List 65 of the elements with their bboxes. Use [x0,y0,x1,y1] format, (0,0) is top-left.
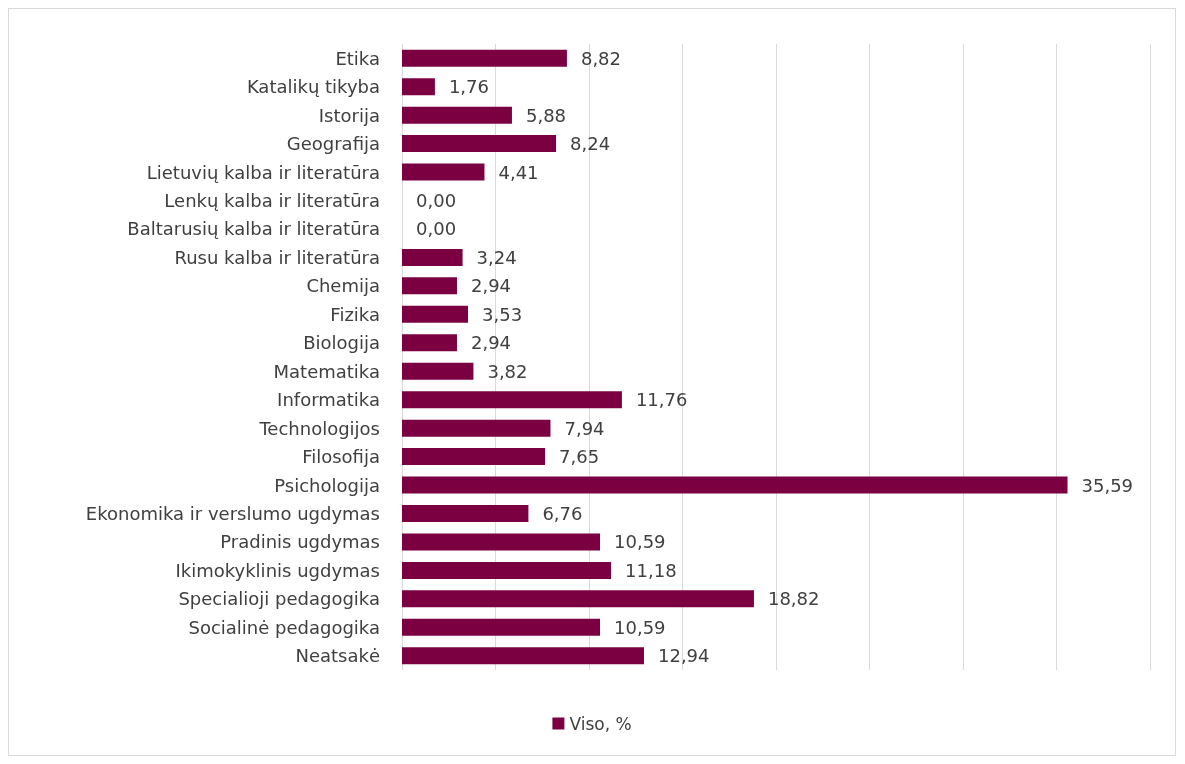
y-tick-label: Etika [335,47,380,69]
data-label: 6,76 [542,503,583,524]
y-tick-label: Informatika [277,389,380,411]
bar [402,647,644,665]
bar [402,49,567,67]
data-label: 2,94 [470,275,512,297]
data-label: 7,94 [564,417,605,439]
bar [402,277,457,295]
data-label: 2,94 [470,332,512,354]
data-label: 0,00 [416,190,457,211]
data-label: 4,41 [498,161,539,183]
y-tick-label: Ekonomika ir verslumo ugdymas [85,503,380,524]
data-label: 0,00 [416,218,457,240]
y-tick-label: Lietuvių kalba ir literatūra [146,161,380,183]
y-tick-label: Baltarusių kalba ir literatūra [127,218,380,240]
bar [402,248,463,266]
y-tick-label: Istorija [318,104,380,126]
bar [402,106,512,124]
y-tick-label: Fizika [330,303,380,325]
y-tick-label: Geografija [286,133,380,155]
data-label: 11,76 [635,389,688,411]
y-tick-label: Pradinis ugdymas [220,531,380,553]
data-label: 3,82 [487,360,528,382]
y-tick-label: Rusu kalba ir literatūra [174,246,380,268]
y-tick-label: Matematika [273,360,380,382]
bar [402,163,485,181]
data-label: 12,94 [657,645,710,667]
data-label: 35,59 [1081,474,1134,496]
data-label: 10,59 [614,616,666,638]
y-tick-label: Chemija [306,275,380,297]
data-label: 8,24 [570,133,611,155]
data-label: 3,53 [482,303,523,325]
y-tick-label: Filosofija [302,446,380,468]
bar [402,391,622,409]
bar [402,505,529,522]
data-label: 7,65 [559,446,600,468]
bar [402,305,469,323]
bar [402,419,551,437]
y-tick-label: Technologijos [258,417,380,439]
data-label: 18,82 [767,588,820,610]
y-tick-label: Socialinė pedagogika [188,616,380,638]
bar [402,590,754,608]
bar [402,618,601,636]
bar [402,533,601,551]
bar [402,362,474,380]
legend-label: Viso, % [569,713,632,734]
bar [402,476,1068,494]
data-label: 5,88 [525,104,567,126]
y-tick-label: Neatsakė [295,645,380,667]
bar [402,78,435,96]
data-label: 11,18 [625,559,677,581]
data-label: 3,24 [476,246,517,268]
y-tick-label: Lenkų kalba ir literatūra [164,190,380,211]
y-tick-label: Specialioji pedagogika [178,588,380,610]
bar [402,561,612,579]
y-tick-label: Katalikų tikyba [246,76,380,98]
y-tick-label: Psichologija [274,474,380,496]
bar [402,448,546,466]
data-label: 10,59 [614,531,666,553]
y-tick-label: Ikimokyklinis ugdymas [175,559,380,581]
y-tick-label: Biologija [303,332,380,354]
data-label: 8,82 [580,47,622,69]
bar [402,135,557,153]
bar [402,334,457,352]
data-label: 1,76 [448,76,489,98]
